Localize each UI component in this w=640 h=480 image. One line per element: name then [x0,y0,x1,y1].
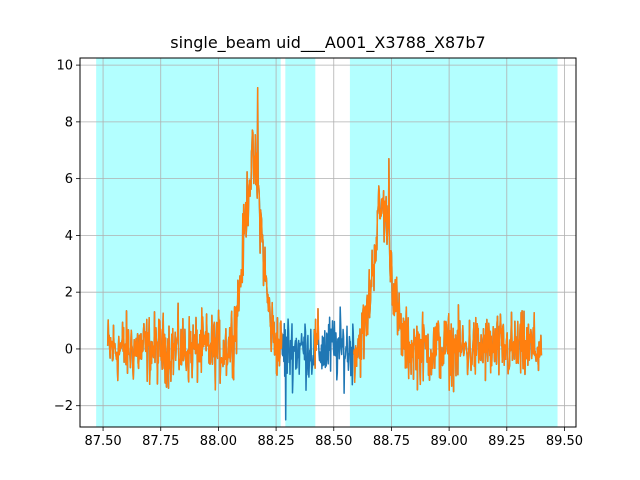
grid-lines [80,58,576,427]
axes-frame [79,57,577,428]
x-axis-ticks: 87.50 87.75 88.00 88.25 88.50 88.75 89.00 89.25… [84,427,583,449]
series-line-masked [106,87,543,393]
y-tick-label: 0 [65,342,73,357]
x-tick-label: 89.25 [488,434,525,449]
y-tick-label: 10 [56,59,73,74]
x-tick-label: 89.00 [431,434,468,449]
y-tick-label: 8 [65,115,73,130]
x-tick-label: 88.75 [373,434,410,449]
y-tick-label: 4 [65,229,73,244]
y-tick-label: −2 [54,399,73,414]
x-tick-label: 87.75 [142,434,179,449]
x-tick-label: 87.50 [84,434,121,449]
x-tick-label: 88.25 [257,434,294,449]
series-masked-spectrum [106,87,543,393]
y-tick-label: 6 [65,172,73,187]
chart-title: single_beam uid___A001_X3788_X87b7 [170,33,485,53]
y-axis-ticks: −2 0 2 4 6 8 10 [54,59,80,414]
x-tick-label: 88.00 [200,434,237,449]
y-tick-label: 2 [65,286,73,301]
x-tick-label: 89.50 [546,434,583,449]
x-tick-label: 88.50 [315,434,352,449]
